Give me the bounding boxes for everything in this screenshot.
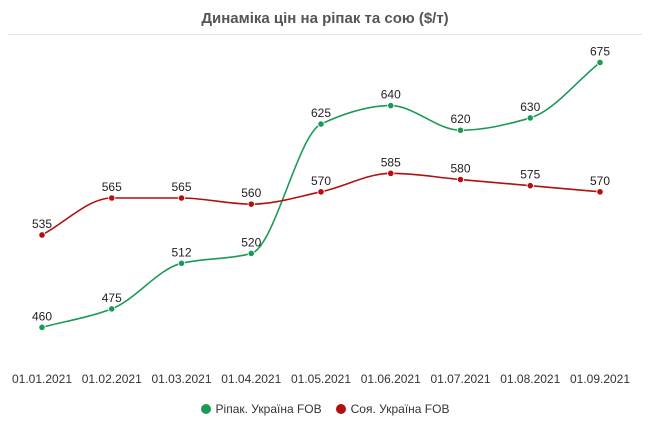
data-label: 565 (171, 180, 191, 194)
data-point[interactable] (108, 194, 116, 202)
data-label: 535 (32, 217, 52, 231)
data-label: 570 (590, 174, 610, 188)
data-point[interactable] (317, 188, 325, 196)
data-label: 575 (520, 168, 540, 182)
data-point[interactable] (317, 120, 325, 128)
data-point[interactable] (456, 126, 465, 134)
data-point[interactable] (526, 114, 534, 122)
data-label: 640 (381, 88, 401, 102)
data-label: 620 (450, 112, 470, 126)
x-axis: 01.01.2021 01.02.2021 01.03.2021 01.04.2021… (12, 372, 630, 386)
data-label: 460 (32, 309, 52, 323)
data-label: 520 (241, 235, 261, 249)
legend-label: Соя. Україна FOB (350, 402, 450, 416)
data-point[interactable] (387, 102, 395, 110)
data-point[interactable] (38, 231, 46, 239)
x-tick-label: 01.02.2021 (82, 372, 142, 386)
x-tick-label: 01.08.2021 (500, 372, 560, 386)
legend-swatch-icon (335, 404, 346, 414)
data-label: 570 (311, 174, 331, 188)
x-tick-label: 01.04.2021 (221, 372, 281, 386)
x-tick-label: 01.03.2021 (151, 372, 211, 386)
data-point[interactable] (387, 169, 395, 177)
series-2: 535 565 565 560 570 585 580 575 570 (32, 155, 610, 239)
data-point[interactable] (247, 200, 255, 208)
data-point[interactable] (177, 259, 186, 267)
chart-legend: Ріпак. Україна FOB Соя. Україна FOB (0, 402, 650, 416)
data-point[interactable] (177, 194, 186, 202)
series-line (41, 61, 601, 329)
x-tick-label: 01.06.2021 (361, 372, 421, 386)
chart-title: Динаміка цін на ріпак та сою ($/т) (201, 10, 449, 27)
legend-item[interactable]: Ріпак. Україна FOB (200, 402, 322, 416)
data-label: 580 (450, 162, 470, 176)
data-label: 475 (102, 291, 122, 305)
data-label: 630 (520, 100, 540, 114)
data-point[interactable] (247, 249, 255, 258)
title-divider (8, 34, 642, 35)
data-label: 565 (102, 180, 122, 194)
data-point[interactable] (456, 175, 465, 184)
data-point[interactable] (596, 188, 604, 196)
x-tick-label: 01.09.2021 (570, 372, 630, 386)
series-1: 460 475 512 520 625 640 620 630 675 (32, 44, 610, 331)
data-label: 625 (311, 106, 331, 120)
data-point[interactable] (596, 58, 604, 67)
x-tick-label: 01.01.2021 (12, 372, 72, 386)
data-label: 560 (241, 186, 261, 200)
x-tick-label: 01.07.2021 (430, 372, 490, 386)
data-label: 675 (590, 44, 610, 58)
data-point[interactable] (38, 323, 46, 331)
x-tick-label: 01.05.2021 (291, 372, 351, 386)
legend-item[interactable]: Соя. Україна FOB (335, 402, 450, 416)
data-label: 585 (381, 155, 401, 169)
data-label: 512 (171, 245, 191, 259)
legend-swatch-icon (200, 404, 211, 414)
legend-label: Ріпак. Україна FOB (215, 402, 322, 416)
data-point[interactable] (526, 182, 534, 190)
data-point[interactable] (108, 305, 116, 313)
